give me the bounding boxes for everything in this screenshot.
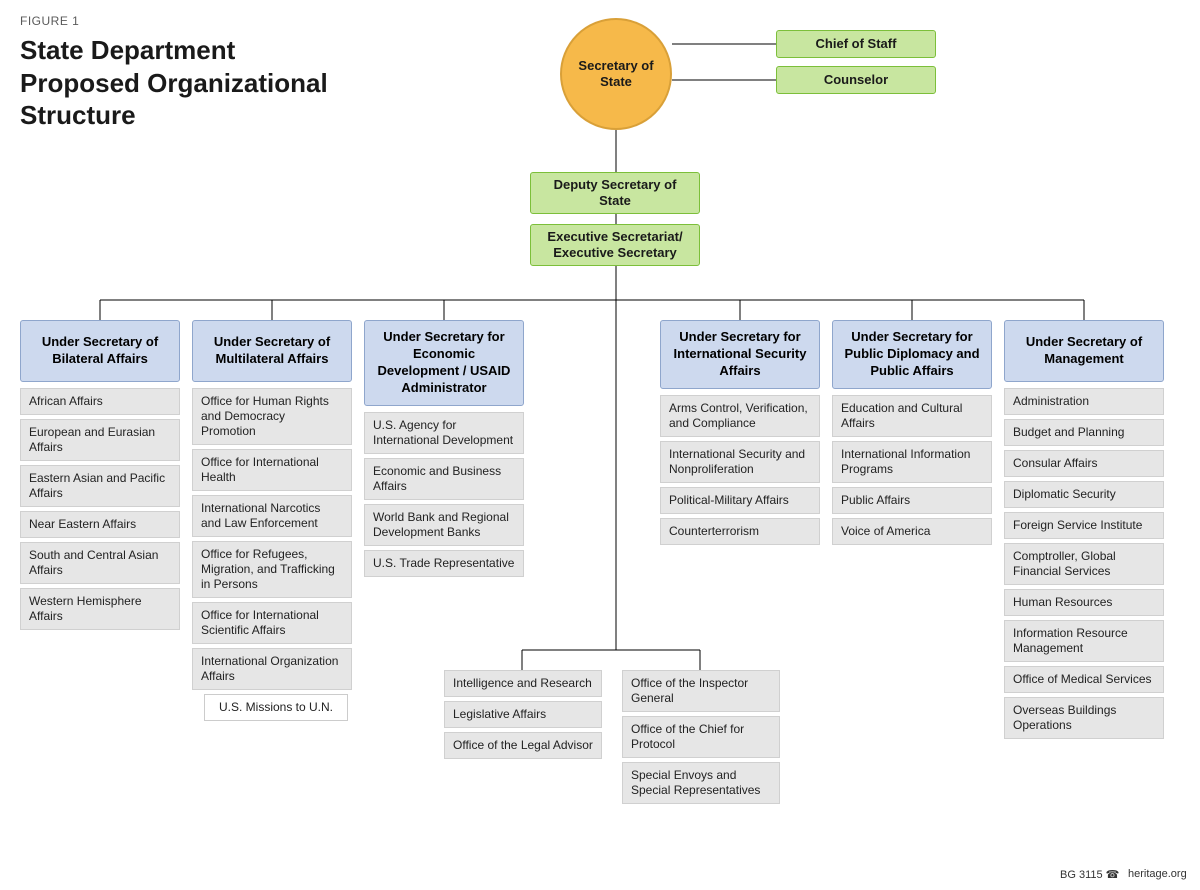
node-label: Secretary of State [562,58,670,91]
org-unit: Office for Refugees, Migration, and Traf… [192,541,352,598]
column-head: Under Secretary of Multilateral Affairs [192,320,352,382]
node-label: Counselor [824,72,888,88]
org-unit: Public Affairs [832,487,992,514]
org-unit: Office of Medical Services [1004,666,1164,693]
org-unit: Budget and Planning [1004,419,1164,446]
org-unit: Administration [1004,388,1164,415]
org-unit: International Organization Affairs [192,648,352,690]
footer-source: heritage.org [1128,868,1187,880]
org-unit: Economic and Business Affairs [364,458,524,500]
column-head: Under Secretary of Bilateral Affairs [20,320,180,382]
org-unit: Office for Human Rights and Democracy Pr… [192,388,352,445]
node-label: Chief of Staff [816,36,897,52]
org-unit: Foreign Service Institute [1004,512,1164,539]
column-head: Under Secretary for Public Diplomacy and… [832,320,992,389]
node-executive-secretariat: Executive Secretariat/ Executive Secreta… [530,224,700,266]
org-unit: Arms Control, Verification, and Complian… [660,395,820,437]
center-group-right: Office of the Inspector GeneralOffice of… [622,670,780,808]
node-chief-of-staff: Chief of Staff [776,30,936,58]
node-secretary-of-state: Secretary of State [560,18,672,130]
figure-label: FIGURE 1 [20,14,79,28]
org-unit: African Affairs [20,388,180,415]
node-label: Deputy Secretary of State [537,177,693,210]
org-unit: Information Resource Management [1004,620,1164,662]
org-unit: Eastern Asian and Pacific Affairs [20,465,180,507]
org-unit: Voice of America [832,518,992,545]
org-unit: Office of the Inspector General [622,670,780,712]
org-unit: Overseas Buildings Operations [1004,697,1164,739]
org-unit: International Information Programs [832,441,992,483]
org-unit: U.S. Trade Representative [364,550,524,577]
under-secretary-column: Under Secretary for Public Diplomacy and… [832,320,992,549]
org-unit: Office for International Scientific Affa… [192,602,352,644]
column-head: Under Secretary for International Securi… [660,320,820,389]
org-unit: Intelligence and Research [444,670,602,697]
org-unit: Education and Cultural Affairs [832,395,992,437]
org-unit: World Bank and Regional Development Bank… [364,504,524,546]
org-unit: International Security and Nonproliferat… [660,441,820,483]
org-unit: Office of the Chief for Protocol [622,716,780,758]
node-label: Executive Secretariat/ Executive Secreta… [537,229,693,262]
org-unit: International Narcotics and Law Enforcem… [192,495,352,537]
org-unit-nested: U.S. Missions to U.N. [204,694,348,721]
org-unit: Near Eastern Affairs [20,511,180,538]
org-unit: Western Hemisphere Affairs [20,588,180,630]
column-head: Under Secretary of Management [1004,320,1164,382]
under-secretary-column: Under Secretary for Economic Development… [364,320,524,581]
node-deputy-secretary: Deputy Secretary of State [530,172,700,214]
org-unit: Legislative Affairs [444,701,602,728]
footer-doc-id: BG 3115 ☎ [1060,868,1119,881]
org-unit: European and Eurasian Affairs [20,419,180,461]
chart-title: State Department Proposed Organizational… [20,34,340,132]
org-unit: Consular Affairs [1004,450,1164,477]
under-secretary-column: Under Secretary of Multilateral Affairs O… [192,320,352,725]
org-unit: Human Resources [1004,589,1164,616]
org-unit: Special Envoys and Special Representativ… [622,762,780,804]
under-secretary-column: Under Secretary of Bilateral Affairs Afri… [20,320,180,634]
column-head: Under Secretary for Economic Development… [364,320,524,406]
org-unit: Diplomatic Security [1004,481,1164,508]
org-unit: U.S. Agency for International Developmen… [364,412,524,454]
node-counselor: Counselor [776,66,936,94]
org-unit: Office for International Health [192,449,352,491]
org-unit: Office of the Legal Advisor [444,732,602,759]
org-unit: Political-Military Affairs [660,487,820,514]
org-unit: Comptroller, Global Financial Services [1004,543,1164,585]
under-secretary-column: Under Secretary for International Securi… [660,320,820,549]
under-secretary-column: Under Secretary of Management Administrat… [1004,320,1164,743]
org-unit: Counterterrorism [660,518,820,545]
center-group-left: Intelligence and Research Legislative Aff… [444,670,602,763]
org-unit: South and Central Asian Affairs [20,542,180,584]
